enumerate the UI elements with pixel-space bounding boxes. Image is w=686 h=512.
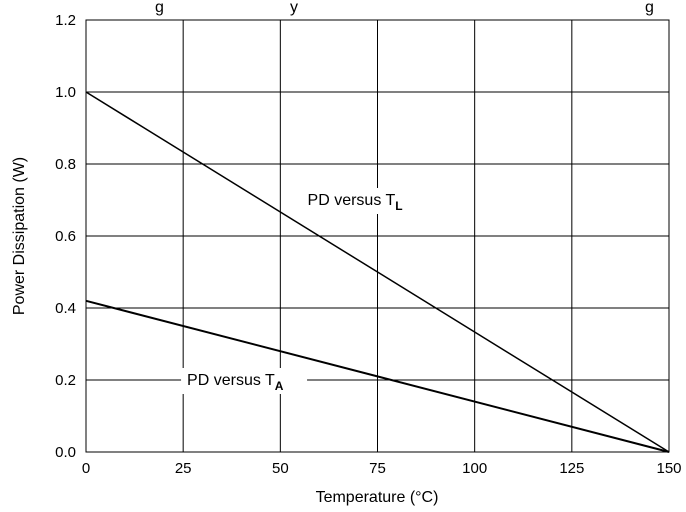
annotation-background [301,188,428,214]
x-tick-label: 100 [462,460,487,477]
chart-title-fragment-2: y [290,0,298,16]
x-tick-label: 50 [272,460,289,477]
y-tick-label: 0.0 [55,444,76,461]
y-tick-label: 0.8 [55,156,76,173]
series-line-2 [85,299,670,453]
x-tick-label: 75 [369,460,386,477]
annotation-label-l: PD versus TL [308,192,403,213]
x-tick-label: 150 [656,460,681,477]
y-tick-label: 1.0 [55,84,76,101]
series-line-1 [85,91,670,453]
y-tick-label: 1.2 [55,12,76,29]
x-tick-label: 125 [559,460,584,477]
x-tick-labels: 0 25 50 75 100 125 150 [82,460,682,477]
x-axis-label: Temperature (°C) [316,489,439,506]
y-axis-label: Power Dissipation (W) [11,157,28,315]
x-tick-label: 0 [82,460,90,477]
chart-title-fragment-3: g [645,0,654,16]
annotation-label-a: PD versus TA [187,372,284,393]
annotations-group: PD versus TL PD versus TA [181,188,428,394]
y-tick-label: 0.4 [55,300,76,317]
x-tick-label: 25 [175,460,192,477]
annotation-background [181,368,308,394]
y-tick-labels: 0.0 0.2 0.4 0.6 0.8 1.0 1.2 [55,12,76,461]
grid-lines [86,20,669,452]
y-tick-label: 0.6 [55,228,76,245]
series-group [85,91,670,453]
chart-title-fragment-1: g [155,0,164,16]
y-tick-label: 0.2 [55,372,76,389]
